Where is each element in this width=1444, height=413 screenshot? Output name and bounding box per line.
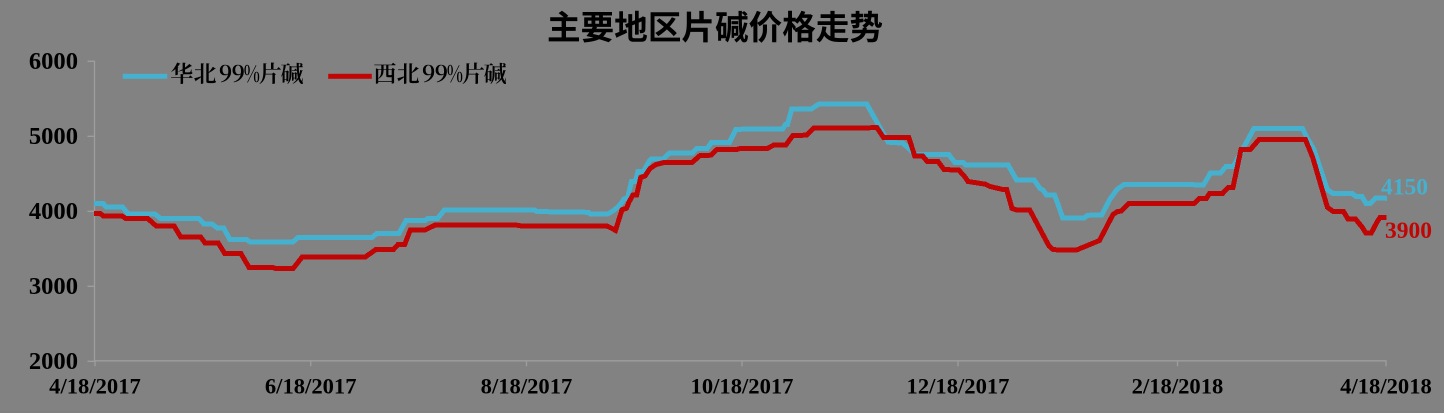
svg-text:3900: 3900 [1385, 218, 1432, 244]
svg-text:8/18/2017: 8/18/2017 [481, 374, 573, 399]
svg-text:4/18/2018: 4/18/2018 [1340, 374, 1432, 399]
svg-text:3000: 3000 [29, 273, 78, 300]
svg-text:12/18/2017: 12/18/2017 [907, 374, 1010, 399]
svg-text:2/18/2018: 2/18/2018 [1132, 374, 1224, 399]
svg-text:4000: 4000 [29, 198, 78, 225]
svg-text:10/18/2017: 10/18/2017 [691, 374, 794, 399]
svg-text:6000: 6000 [29, 48, 78, 75]
svg-text:6/18/2017: 6/18/2017 [265, 374, 357, 399]
svg-text:2000: 2000 [29, 348, 78, 375]
svg-text:5000: 5000 [29, 123, 78, 150]
svg-text:4150: 4150 [1381, 174, 1428, 200]
svg-text:4/18/2017: 4/18/2017 [49, 374, 141, 399]
